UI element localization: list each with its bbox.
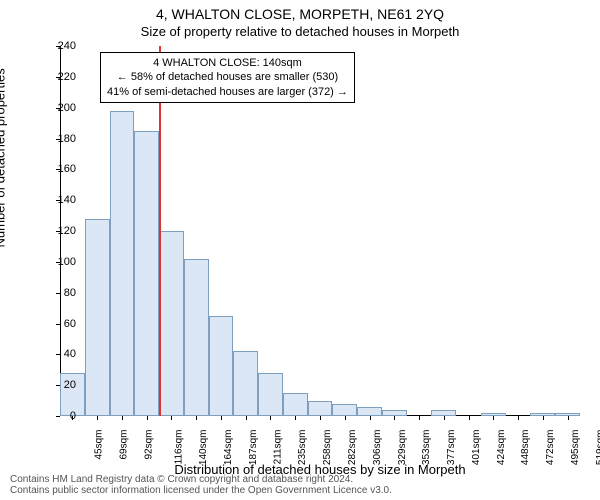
x-tick	[122, 416, 123, 420]
x-tick-label: 116sqm	[173, 430, 184, 465]
footer-line-1: Contains HM Land Registry data © Crown c…	[10, 474, 590, 485]
x-tick-label: 164sqm	[223, 430, 234, 466]
histogram-bar	[357, 407, 382, 416]
histogram-bar	[85, 219, 110, 416]
x-tick-label: 495sqm	[570, 430, 581, 466]
x-tick	[295, 416, 296, 420]
y-tick-label: 160	[46, 163, 76, 175]
x-tick	[370, 416, 371, 420]
y-tick-label: 200	[46, 102, 76, 114]
x-tick	[320, 416, 321, 420]
x-tick-label: 282sqm	[347, 430, 358, 466]
y-tick-label: 220	[46, 71, 76, 83]
x-tick	[568, 416, 569, 420]
x-tick	[419, 416, 420, 420]
y-tick-label: 120	[46, 225, 76, 237]
footer: Contains HM Land Registry data © Crown c…	[10, 474, 590, 496]
histogram-bar	[159, 231, 184, 416]
y-tick-label: 80	[46, 287, 76, 299]
x-tick	[394, 416, 395, 420]
chart-container: 4, WHALTON CLOSE, MORPETH, NE61 2YQ Size…	[0, 0, 600, 500]
x-tick-label: 211sqm	[272, 430, 283, 465]
x-tick-label: 92sqm	[143, 430, 154, 460]
x-tick-label: 472sqm	[545, 430, 556, 466]
x-tick-label: 353sqm	[421, 430, 432, 466]
x-tick-label: 187sqm	[248, 430, 259, 466]
chart-title-main: 4, WHALTON CLOSE, MORPETH, NE61 2YQ	[0, 0, 600, 22]
annotation-line: ← 58% of detached houses are smaller (53…	[107, 70, 348, 84]
histogram-bar	[283, 393, 308, 416]
x-tick-label: 424sqm	[496, 430, 507, 466]
x-tick-label: 329sqm	[397, 430, 408, 466]
y-tick-label: 20	[46, 379, 76, 391]
annotation-line: 41% of semi-detached houses are larger (…	[107, 85, 348, 99]
x-tick	[444, 416, 445, 420]
y-tick-label: 180	[46, 133, 76, 145]
footer-line-2: Contains public sector information licen…	[10, 485, 590, 496]
y-tick-label: 0	[46, 410, 76, 422]
y-axis-title: Number of detached properties	[0, 228, 8, 248]
x-tick	[469, 416, 470, 420]
x-tick-label: 45sqm	[94, 430, 105, 460]
x-tick	[147, 416, 148, 420]
histogram-bar	[134, 131, 159, 416]
x-tick-label: 306sqm	[372, 430, 383, 466]
x-tick	[97, 416, 98, 420]
histogram-bar	[332, 404, 357, 416]
x-tick-label: 69sqm	[119, 430, 130, 460]
x-tick	[246, 416, 247, 420]
x-tick	[518, 416, 519, 420]
histogram-bar	[209, 316, 234, 416]
x-tick	[221, 416, 222, 420]
y-tick-label: 240	[46, 40, 76, 52]
y-tick-label: 140	[46, 194, 76, 206]
x-tick-label: 448sqm	[520, 430, 531, 466]
histogram-bar	[184, 259, 209, 416]
x-tick	[493, 416, 494, 420]
chart-title-sub: Size of property relative to detached ho…	[0, 22, 600, 39]
x-tick	[171, 416, 172, 420]
y-tick-label: 100	[46, 256, 76, 268]
x-tick-label: 401sqm	[471, 430, 482, 466]
histogram-bar	[308, 401, 333, 416]
x-tick-label: 377sqm	[446, 430, 457, 466]
histogram-bar	[233, 351, 258, 416]
x-tick-label: 258sqm	[322, 430, 333, 466]
x-tick-label: 140sqm	[199, 430, 210, 466]
x-tick	[345, 416, 346, 420]
histogram-bar	[258, 373, 283, 416]
x-tick-label: 519sqm	[595, 430, 600, 466]
x-tick-label: 235sqm	[298, 430, 309, 466]
y-tick-label: 40	[46, 348, 76, 360]
annotation-box: 4 WHALTON CLOSE: 140sqm← 58% of detached…	[100, 52, 355, 103]
histogram-bar	[110, 111, 135, 416]
plot-area: 4 WHALTON CLOSE: 140sqm← 58% of detached…	[60, 46, 580, 416]
x-tick	[543, 416, 544, 420]
x-tick	[196, 416, 197, 420]
annotation-line: 4 WHALTON CLOSE: 140sqm	[107, 56, 348, 70]
x-tick	[270, 416, 271, 420]
y-tick-label: 60	[46, 318, 76, 330]
